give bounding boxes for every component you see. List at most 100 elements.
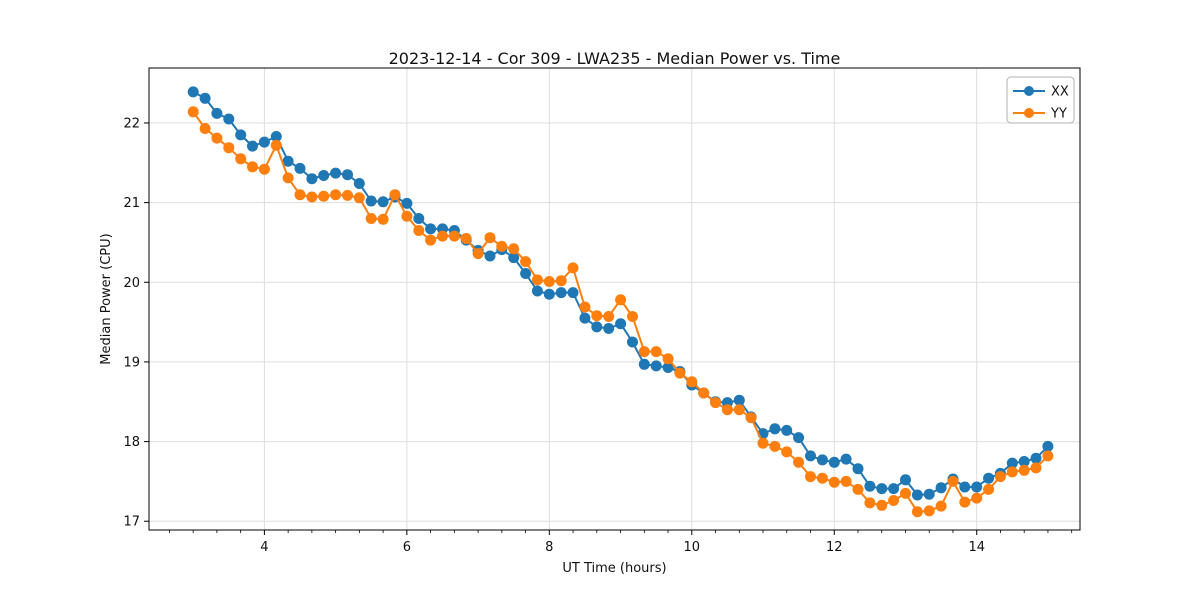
data-point-yy	[686, 376, 698, 388]
data-point-yy	[888, 495, 900, 506]
data-point-xx	[531, 285, 543, 297]
data-point-xx	[377, 196, 389, 208]
data-point-xx	[187, 86, 199, 98]
data-point-yy	[353, 192, 365, 204]
data-point-xx	[971, 481, 983, 493]
data-point-xx	[900, 474, 911, 486]
plot-border	[148, 67, 1081, 531]
data-point-yy	[994, 471, 1006, 483]
data-point-xx	[318, 170, 330, 181]
data-point-yy	[959, 496, 971, 508]
data-point-yy	[377, 213, 389, 225]
data-point-yy	[342, 189, 353, 201]
data-point-yy	[852, 483, 864, 495]
data-point-xx	[888, 483, 900, 495]
data-point-xx	[876, 483, 888, 495]
legend-label-yy: YY	[1050, 107, 1067, 122]
data-point-yy	[484, 232, 496, 244]
data-point-xx	[662, 362, 674, 373]
data-point-xx	[816, 454, 828, 466]
data-point-xx	[852, 463, 864, 475]
data-point-yy	[591, 310, 603, 322]
data-point-xx	[353, 178, 365, 189]
series-layer	[187, 86, 1054, 518]
data-point-yy	[579, 301, 591, 313]
data-point-xx	[638, 358, 650, 370]
data-point-yy	[211, 132, 223, 144]
data-point-xx	[959, 481, 971, 493]
chart-title: 2023-12-14 - Cor 309 - LWA235 - Median P…	[389, 49, 841, 68]
data-point-yy	[757, 437, 769, 449]
data-point-xx	[330, 167, 342, 179]
data-point-xx	[650, 360, 662, 372]
data-point-yy	[531, 274, 543, 286]
data-point-xx	[306, 173, 318, 185]
data-point-yy	[615, 294, 627, 306]
data-point-yy	[1042, 450, 1054, 462]
data-point-xx	[247, 140, 258, 152]
data-point-xx	[1042, 440, 1054, 452]
data-point-xx	[401, 197, 413, 209]
data-point-yy	[247, 161, 258, 173]
data-point-xx	[733, 394, 745, 406]
data-point-yy	[721, 404, 733, 416]
data-point-yy	[864, 497, 876, 509]
x-tick-label: 12	[826, 540, 843, 555]
data-point-xx	[840, 453, 852, 465]
data-point-yy	[199, 123, 211, 134]
data-point-xx	[935, 482, 947, 494]
tick-layer: 4 6 8 10 12 14 17 18 19 20 21 22	[123, 116, 1073, 555]
data-point-yy	[187, 106, 199, 118]
data-point-yy	[781, 446, 793, 458]
data-point-xx	[781, 424, 793, 436]
data-point-yy	[543, 276, 555, 287]
data-point-xx	[911, 489, 923, 501]
data-point-yy	[223, 142, 235, 154]
data-point-yy	[306, 191, 318, 203]
data-point-yy	[638, 346, 650, 358]
data-point-xx	[769, 423, 781, 435]
data-point-yy	[437, 230, 448, 242]
y-tick-label: 17	[123, 515, 140, 530]
y-tick-label: 21	[123, 196, 140, 211]
legend-label-xx: XX	[1051, 85, 1069, 100]
data-point-yy	[1018, 464, 1030, 476]
data-point-yy	[282, 172, 294, 184]
data-point-yy	[603, 311, 615, 322]
data-point-yy	[330, 189, 342, 201]
data-point-yy	[555, 275, 567, 287]
data-point-xx	[1018, 456, 1030, 467]
data-point-xx	[555, 287, 567, 299]
data-point-yy	[294, 189, 306, 201]
data-point-xx	[591, 321, 603, 333]
data-point-xx	[508, 252, 520, 264]
x-tick-label: 8	[545, 540, 553, 555]
y-tick-label: 19	[123, 355, 140, 370]
data-point-xx	[520, 268, 532, 279]
x-axis-label: UT Time (hours)	[562, 561, 666, 576]
data-point-yy	[769, 440, 781, 452]
data-point-yy	[425, 234, 437, 246]
data-point-xx	[294, 162, 306, 174]
data-point-yy	[816, 472, 828, 484]
data-point-yy	[413, 225, 425, 236]
data-point-xx	[282, 155, 294, 167]
y-axis-label: Median Power (CPU)	[99, 233, 114, 364]
data-point-yy	[567, 262, 579, 274]
data-point-yy	[235, 153, 247, 165]
y-tick-label: 22	[123, 116, 140, 131]
data-point-xx	[864, 480, 876, 492]
data-point-xx	[1030, 452, 1042, 464]
data-point-yy	[508, 243, 520, 255]
data-point-xx	[983, 472, 995, 484]
data-point-yy	[745, 412, 757, 424]
data-point-xx	[211, 107, 223, 119]
legend: XX YY	[1006, 76, 1075, 124]
grid-layer	[149, 68, 1080, 530]
data-point-yy	[733, 404, 745, 416]
data-point-yy	[983, 483, 995, 495]
data-point-xx	[258, 136, 270, 148]
legend-marker-yy	[1024, 108, 1034, 118]
data-point-xx	[923, 488, 935, 500]
